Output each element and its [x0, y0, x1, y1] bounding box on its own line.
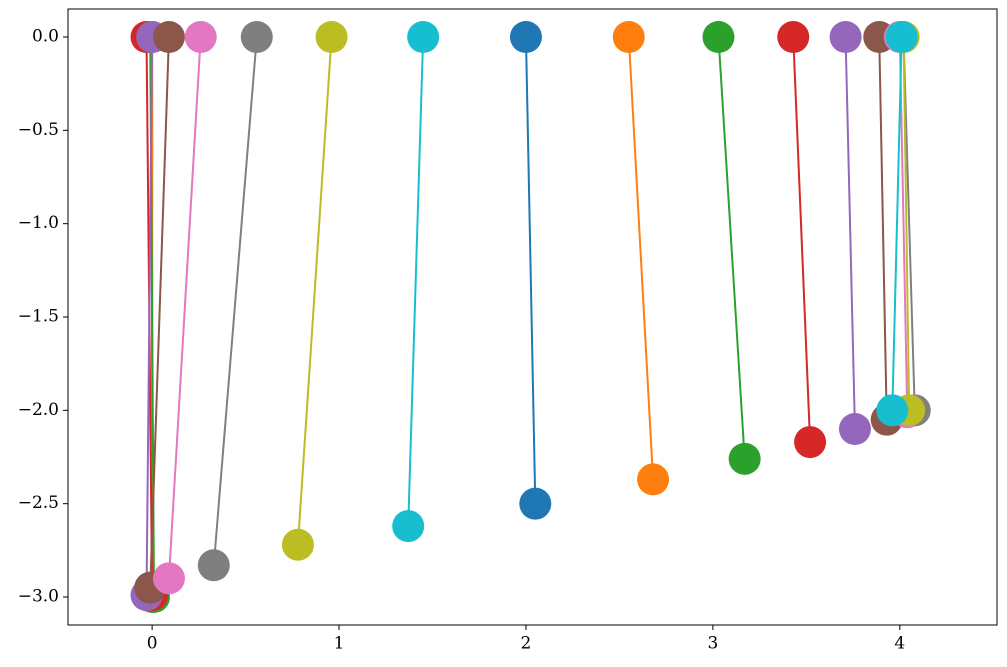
series-line — [212, 36, 258, 566]
series-line — [627, 36, 655, 480]
series-line — [296, 36, 333, 545]
point — [152, 562, 185, 595]
y-tick-label: −1.0 — [18, 213, 59, 233]
point — [392, 510, 425, 543]
point — [829, 21, 862, 53]
y-tick-label: −3.0 — [18, 587, 59, 607]
plot-frame — [67, 8, 998, 626]
point — [777, 21, 810, 53]
point — [612, 21, 645, 53]
point — [885, 21, 918, 53]
series-line — [167, 36, 202, 579]
series-line — [844, 36, 856, 430]
point — [509, 21, 542, 53]
point — [197, 549, 230, 582]
point — [281, 528, 314, 561]
point — [702, 21, 735, 53]
series-line — [524, 36, 537, 504]
y-tick-label: −2.0 — [18, 400, 59, 420]
point — [240, 21, 273, 53]
point — [637, 463, 670, 496]
point — [876, 394, 909, 427]
series-line — [902, 36, 911, 411]
series-line — [407, 36, 425, 527]
point — [152, 21, 185, 53]
series-line — [145, 36, 154, 596]
series-line — [878, 36, 888, 420]
y-tick-label: −1.5 — [18, 307, 59, 327]
x-tick-label: 2 — [521, 634, 532, 654]
point — [728, 442, 761, 475]
point — [315, 21, 348, 53]
x-tick-label: 0 — [147, 634, 158, 654]
x-tick-label: 4 — [894, 634, 905, 654]
x-tick-label: 3 — [707, 634, 718, 654]
series-line — [717, 36, 746, 459]
y-tick-label: −0.5 — [18, 120, 59, 140]
y-tick-label: −2.5 — [18, 493, 59, 513]
series-line — [149, 36, 170, 588]
point — [184, 21, 217, 53]
point — [838, 413, 871, 445]
x-tick-label: 1 — [334, 634, 345, 654]
point — [794, 426, 827, 459]
series-line — [891, 36, 903, 411]
y-tick-label: 0.0 — [32, 27, 59, 47]
point — [519, 487, 552, 520]
series-line — [792, 36, 812, 443]
point — [407, 21, 440, 53]
